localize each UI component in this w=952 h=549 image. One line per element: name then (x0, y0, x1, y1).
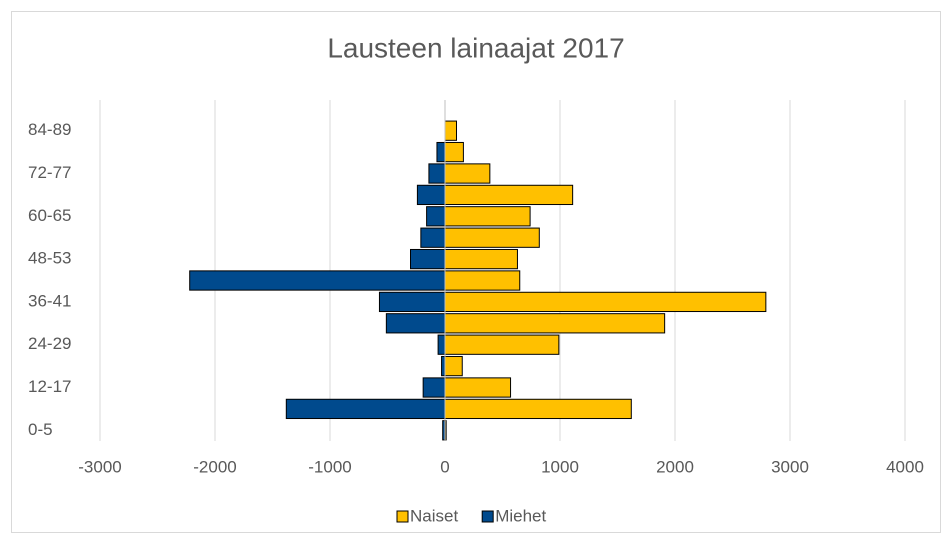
x-tick-label: -3000 (78, 457, 121, 476)
x-tick-label: 2000 (656, 457, 694, 476)
y-tick-label: 60-65 (28, 206, 71, 225)
x-tick-label: 0 (440, 457, 449, 476)
bar (444, 163, 491, 184)
y-tick-label: 12-17 (28, 377, 71, 396)
legend-label: Naiset (410, 506, 458, 525)
bar (420, 227, 446, 248)
bar (441, 355, 446, 377)
x-tick-label: -1000 (308, 457, 351, 476)
y-tick-label: 48-53 (28, 249, 71, 268)
y-tick-label: 0-5 (28, 420, 53, 439)
bar (444, 248, 518, 270)
bar (444, 270, 521, 291)
bar (285, 398, 446, 420)
bar (444, 141, 464, 163)
bar (444, 184, 574, 206)
x-tick-label: 4000 (886, 457, 924, 476)
y-tick-label: 72-77 (28, 163, 71, 182)
bar (444, 206, 531, 227)
bar (385, 313, 446, 334)
bar (444, 398, 632, 420)
bar (410, 248, 446, 270)
bar (444, 377, 512, 398)
legend-label: Miehet (495, 506, 546, 525)
bar (189, 270, 446, 291)
bar (436, 141, 446, 163)
bar (378, 291, 446, 313)
bar (444, 334, 560, 355)
bar (426, 206, 446, 227)
bar (437, 334, 446, 355)
x-tick-label: -2000 (193, 457, 236, 476)
bar (422, 377, 446, 398)
x-tick-label: 3000 (771, 457, 809, 476)
bar (444, 227, 540, 248)
bar (444, 313, 666, 334)
chart-title: Lausteen lainaajat 2017 (327, 32, 624, 63)
y-tick-label: 36-41 (28, 291, 71, 310)
bar (428, 163, 446, 184)
legend-swatch (481, 510, 494, 523)
x-tick-label: 1000 (541, 457, 579, 476)
y-tick-label: 24-29 (28, 334, 71, 353)
y-tick-label: 84-89 (28, 120, 71, 139)
bar (444, 355, 463, 377)
bar (444, 291, 767, 313)
legend-swatch (396, 510, 409, 523)
bar (444, 120, 457, 141)
bar (416, 184, 446, 206)
